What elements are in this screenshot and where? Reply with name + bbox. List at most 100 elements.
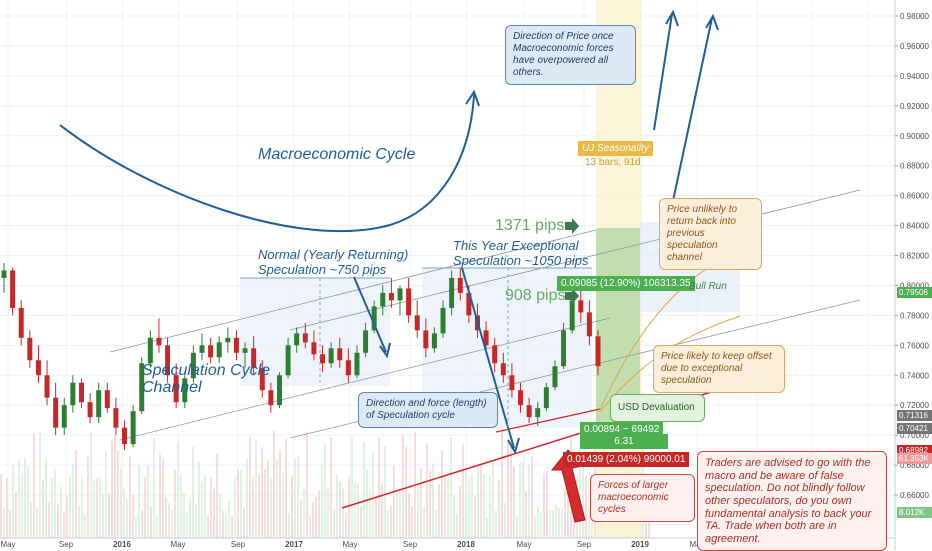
candle-body	[345, 360, 351, 376]
price-tick-label: 0.90000	[900, 132, 929, 141]
exceptional-spec-label-2: Speculation ~1050 pips	[453, 253, 589, 268]
volume-bar	[126, 498, 128, 538]
candle-body	[61, 405, 67, 428]
price-tick-label: 0.98000	[900, 12, 929, 21]
candle-body	[483, 330, 489, 346]
volume-bar	[243, 507, 245, 538]
volume-bar	[534, 516, 536, 538]
pips-908-marker	[565, 288, 579, 304]
volume-bar	[300, 499, 302, 538]
volume-bar	[411, 506, 413, 538]
candle-body	[500, 363, 506, 376]
candle-body	[70, 382, 76, 406]
measure-red-label: 0.01439 (2.04%) 99000.01	[563, 452, 690, 467]
candle-body	[87, 402, 93, 418]
volume-bar	[378, 438, 380, 538]
volume-bar	[267, 460, 269, 538]
volume-bar	[159, 454, 161, 538]
volume-bar	[297, 457, 299, 538]
candle-body	[509, 375, 515, 391]
volume-bar	[75, 449, 77, 538]
candle-body	[578, 300, 584, 313]
candle-body	[311, 342, 317, 355]
volume-bar	[564, 489, 566, 538]
candle-body	[294, 333, 300, 346]
time-tick-label: May	[0, 540, 15, 549]
volume-bar	[195, 503, 197, 538]
volume-bar	[474, 496, 476, 538]
volume-bar	[345, 512, 347, 538]
price-tick-label: 0.70000	[900, 431, 929, 440]
volume-bar	[324, 443, 326, 538]
candle-body	[147, 337, 153, 364]
volume-bar	[78, 505, 80, 538]
macro-cycle-label: Macroeconomic Cycle	[258, 146, 416, 163]
spec-channel-label-1: Speculation Cycle	[142, 362, 271, 379]
volume-bar	[210, 477, 212, 538]
volume-bar	[363, 441, 365, 538]
candle-body	[518, 390, 524, 406]
volume-bar	[468, 476, 470, 538]
volume-bar	[225, 510, 227, 538]
volume-bar	[246, 458, 248, 538]
volume-bar	[105, 451, 107, 538]
measure-top-label: 0.09085 (12.90%) 106313.35	[557, 276, 695, 291]
volume-bar	[543, 473, 545, 538]
volume-bar	[174, 469, 176, 538]
volume-bar	[486, 517, 488, 538]
volume-bar	[528, 464, 530, 538]
spec-channel-label-2: Channel	[142, 379, 202, 396]
volume-bar	[456, 513, 458, 538]
grid-lines	[0, 0, 895, 538]
time-tick-label: Sep	[403, 540, 418, 549]
time-tick-label: 2019	[631, 540, 649, 549]
candle-body	[165, 345, 171, 376]
volume-bar	[438, 484, 440, 538]
price-tick-label: 0.72000	[900, 401, 929, 410]
candle-body	[44, 375, 50, 398]
channel-line	[289, 189, 861, 331]
volume-bar	[240, 470, 242, 538]
volume-bar	[294, 458, 296, 538]
advice-annotation: Traders are advised to go with the macro…	[697, 451, 887, 551]
candle-body	[466, 292, 472, 316]
volume-bar	[222, 511, 224, 538]
time-tick-label: 2018	[457, 540, 475, 549]
volume-bar	[216, 453, 218, 538]
volume-bar	[357, 482, 359, 538]
volume-bar	[12, 464, 14, 538]
exceptional-force-arrow	[461, 267, 515, 449]
volume-bar	[375, 497, 377, 538]
volume-bar	[177, 442, 179, 538]
candle-body	[414, 315, 420, 331]
normal-spec-label-1: Normal (Yearly Returning)	[258, 247, 409, 262]
price-tick-label: 0.86000	[900, 192, 929, 201]
volume-bar	[435, 510, 437, 538]
volume-bar	[255, 438, 257, 538]
volume-bar	[186, 512, 188, 538]
volume-bar	[510, 441, 512, 538]
volume-bar	[207, 517, 209, 538]
candle-body	[53, 397, 59, 428]
price-tag: 8.012K	[897, 506, 932, 518]
volume-bar	[330, 437, 332, 538]
volume-bar	[555, 504, 557, 538]
candle-body	[113, 408, 119, 428]
volume-bar	[252, 476, 254, 538]
candle-body	[337, 348, 343, 361]
volume-bar	[138, 465, 140, 538]
candle-body	[423, 330, 429, 349]
volume-bar	[114, 434, 116, 538]
volume-bar	[306, 431, 308, 538]
time-tick-label: 2017	[285, 540, 303, 549]
candle-body	[225, 337, 231, 343]
volume-bar	[558, 507, 560, 538]
volume-bar	[369, 486, 371, 538]
candle-body	[397, 288, 403, 301]
volume-bar	[120, 468, 122, 538]
measure-bottom-label-2: 6.31	[580, 434, 668, 449]
volume-bar	[579, 447, 581, 538]
volume-bar	[471, 474, 473, 538]
volume-bar	[165, 497, 167, 538]
